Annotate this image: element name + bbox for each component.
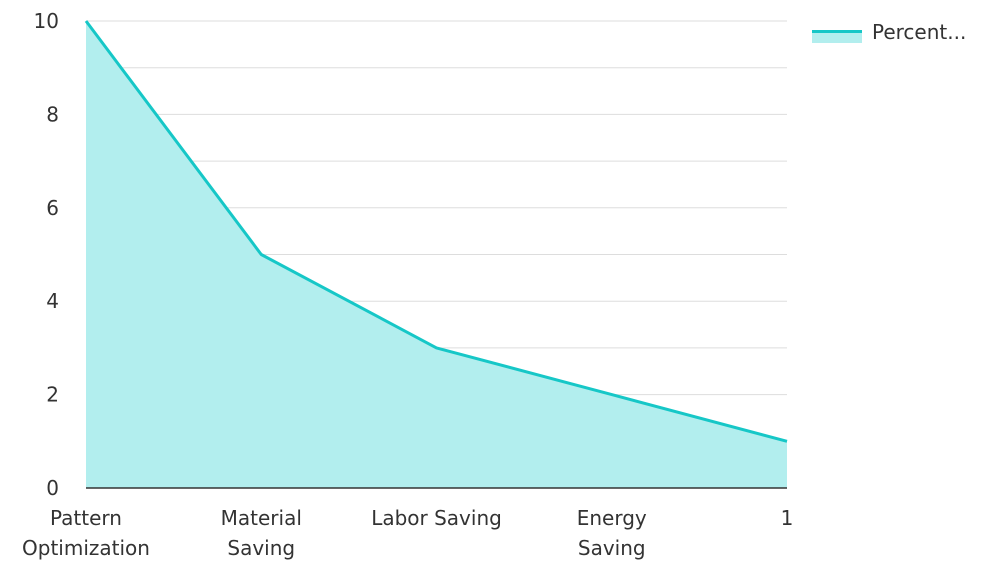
- x-tick-label: Material Saving: [221, 506, 302, 560]
- y-tick-label: 2: [46, 383, 59, 407]
- x-tick-label: Energy Saving: [577, 506, 647, 560]
- x-tick-label: Pattern Optimization: [22, 506, 150, 560]
- legend-label: Percent...: [872, 20, 967, 44]
- series-area: [86, 21, 787, 488]
- x-axis-ticks: Pattern Optimization Material Saving Labor S…: [22, 506, 793, 560]
- legend-swatch: [812, 21, 862, 43]
- y-tick-label: 6: [46, 196, 59, 220]
- y-tick-label: 4: [46, 289, 59, 313]
- legend-swatch-line: [812, 30, 862, 33]
- x-tick-label: Labor Saving: [371, 506, 502, 530]
- y-tick-label: 10: [34, 9, 59, 33]
- legend[interactable]: Percent...: [812, 20, 966, 44]
- y-tick-label: 0: [46, 476, 59, 500]
- legend-swatch-fill: [812, 32, 862, 43]
- y-axis-ticks: 0 2 4 6 8 10: [34, 9, 59, 500]
- line-layer: [84, 20, 788, 443]
- y-tick-label: 8: [46, 102, 59, 126]
- area-layer: [86, 21, 787, 488]
- x-tick-label: 1: [781, 506, 794, 530]
